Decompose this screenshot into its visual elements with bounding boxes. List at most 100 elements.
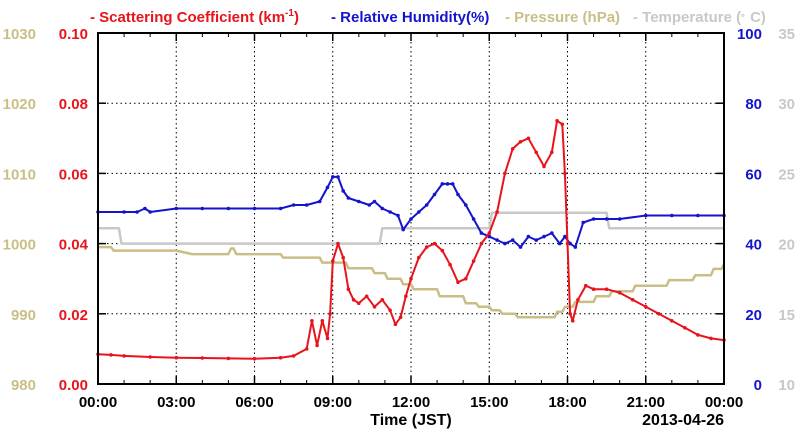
temperature-tick-label: 20 — [778, 237, 795, 254]
series-line-scattering-coefficient — [97, 119, 725, 360]
data-point-relative-humidity — [604, 217, 609, 221]
data-point-relative-humidity — [346, 196, 351, 200]
scattering-tick-label: 0.06 — [59, 166, 88, 183]
data-point-scattering-coefficient — [174, 355, 179, 360]
data-point-scattering-coefficient — [550, 150, 554, 155]
data-point-scattering-coefficient — [252, 356, 257, 361]
x-tick-label: 21:00 — [627, 394, 665, 411]
data-point-relative-humidity — [325, 185, 330, 190]
data-point-relative-humidity — [148, 210, 152, 214]
data-point-relative-humidity — [563, 234, 567, 239]
grid — [98, 33, 724, 384]
data-point-scattering-coefficient — [325, 336, 330, 341]
data-point-relative-humidity — [464, 203, 468, 207]
data-point-relative-humidity — [252, 206, 257, 211]
data-point-scattering-coefficient — [357, 301, 361, 306]
data-point-scattering-coefficient — [534, 150, 538, 155]
humidity-tick-label: 40 — [745, 237, 762, 254]
x-tick-label: 00:00 — [705, 394, 743, 411]
legend: - Scattering Coefficient (km-1) - Relati… — [90, 8, 766, 26]
data-point-scattering-coefficient — [479, 241, 484, 246]
data-point-scattering-coefficient — [617, 290, 622, 295]
data-point-relative-humidity — [568, 241, 572, 246]
data-point-relative-humidity — [542, 234, 546, 239]
data-point-relative-humidity — [432, 192, 437, 197]
data-point-scattering-coefficient — [328, 312, 332, 316]
data-point-scattering-coefficient — [372, 305, 377, 309]
data-point-relative-humidity — [278, 206, 283, 211]
pressure-tick-label: 980 — [11, 377, 36, 394]
pressure-tick-label: 1030 — [3, 26, 36, 43]
data-point-scattering-coefficient — [310, 319, 314, 323]
data-point-relative-humidity — [557, 241, 562, 246]
data-point-relative-humidity — [617, 217, 622, 221]
data-point-scattering-coefficient — [341, 255, 346, 260]
data-point-relative-humidity — [135, 210, 139, 214]
data-point-scattering-coefficient — [563, 171, 567, 176]
data-point-scattering-coefficient — [709, 336, 713, 341]
data-point-scattering-coefficient — [404, 294, 408, 299]
data-point-scattering-coefficient — [565, 241, 570, 246]
series-layer — [96, 119, 726, 361]
data-point-scattering-coefficient — [591, 287, 596, 292]
pressure-tick-label: 1000 — [3, 237, 36, 254]
data-point-scattering-coefficient — [464, 276, 468, 281]
x-tick-label: 09:00 — [314, 394, 352, 411]
data-point-scattering-coefficient — [440, 248, 445, 253]
data-point-relative-humidity — [456, 192, 460, 197]
series-line-pressure — [98, 245, 726, 319]
data-point-relative-humidity — [644, 213, 648, 218]
data-point-relative-humidity — [581, 220, 585, 225]
data-point-scattering-coefficient — [456, 280, 460, 285]
humidity-tick-label: 80 — [745, 96, 762, 113]
data-point-relative-humidity — [396, 213, 400, 218]
data-point-relative-humidity — [573, 245, 578, 249]
temperature-tick-label: 35 — [778, 26, 795, 43]
data-point-scattering-coefficient — [495, 210, 499, 214]
data-point-relative-humidity — [304, 203, 309, 207]
temperature-tick-label: 25 — [778, 166, 795, 183]
x-tick-label: 06:00 — [235, 394, 273, 411]
x-tick-label: 12:00 — [392, 394, 430, 411]
data-point-scattering-coefficient — [351, 298, 356, 302]
x-tick-label: 15:00 — [470, 394, 508, 411]
legend-temperature: - Temperature (。C) — [633, 8, 766, 26]
data-point-scattering-coefficient — [398, 315, 403, 320]
data-point-relative-humidity — [331, 175, 335, 179]
legend-humidity: - Relative Humidity(%) — [331, 9, 489, 26]
data-point-scattering-coefficient — [670, 319, 674, 323]
data-point-scattering-coefficient — [226, 356, 231, 361]
data-point-scattering-coefficient — [409, 276, 413, 281]
data-point-relative-humidity — [409, 217, 413, 221]
humidity-tick-label: 20 — [745, 307, 762, 324]
data-point-relative-humidity — [367, 203, 372, 207]
scattering-tick-label: 0.00 — [59, 377, 88, 394]
data-point-scattering-coefficient — [304, 347, 309, 351]
scattering-tick-label: 0.10 — [59, 26, 88, 43]
data-point-scattering-coefficient — [630, 298, 635, 302]
temperature-tick-label: 10 — [778, 377, 795, 394]
data-point-scattering-coefficient — [278, 355, 283, 360]
data-point-scattering-coefficient — [346, 287, 351, 292]
data-point-scattering-coefficient — [122, 354, 126, 358]
data-point-relative-humidity — [450, 182, 455, 186]
data-point-scattering-coefficient — [584, 283, 588, 288]
data-point-relative-humidity — [670, 213, 674, 218]
scattering-tick-label: 0.04 — [59, 237, 89, 254]
data-point-scattering-coefficient — [518, 140, 523, 144]
data-point-relative-humidity — [510, 238, 515, 242]
data-point-relative-humidity — [503, 241, 507, 246]
humidity-tick-label: 100 — [737, 26, 762, 43]
data-point-scattering-coefficient — [448, 262, 452, 267]
data-point-relative-humidity — [380, 206, 385, 211]
data-point-scattering-coefficient — [424, 245, 429, 249]
data-point-scattering-coefficient — [380, 298, 385, 302]
data-point-scattering-coefficient — [542, 164, 546, 169]
data-point-scattering-coefficient — [336, 241, 340, 246]
data-point-relative-humidity — [696, 213, 700, 218]
data-point-scattering-coefficient — [644, 305, 648, 309]
data-point-scattering-coefficient — [526, 136, 531, 141]
data-point-relative-humidity — [534, 238, 538, 242]
series-line-temperature — [98, 211, 724, 245]
